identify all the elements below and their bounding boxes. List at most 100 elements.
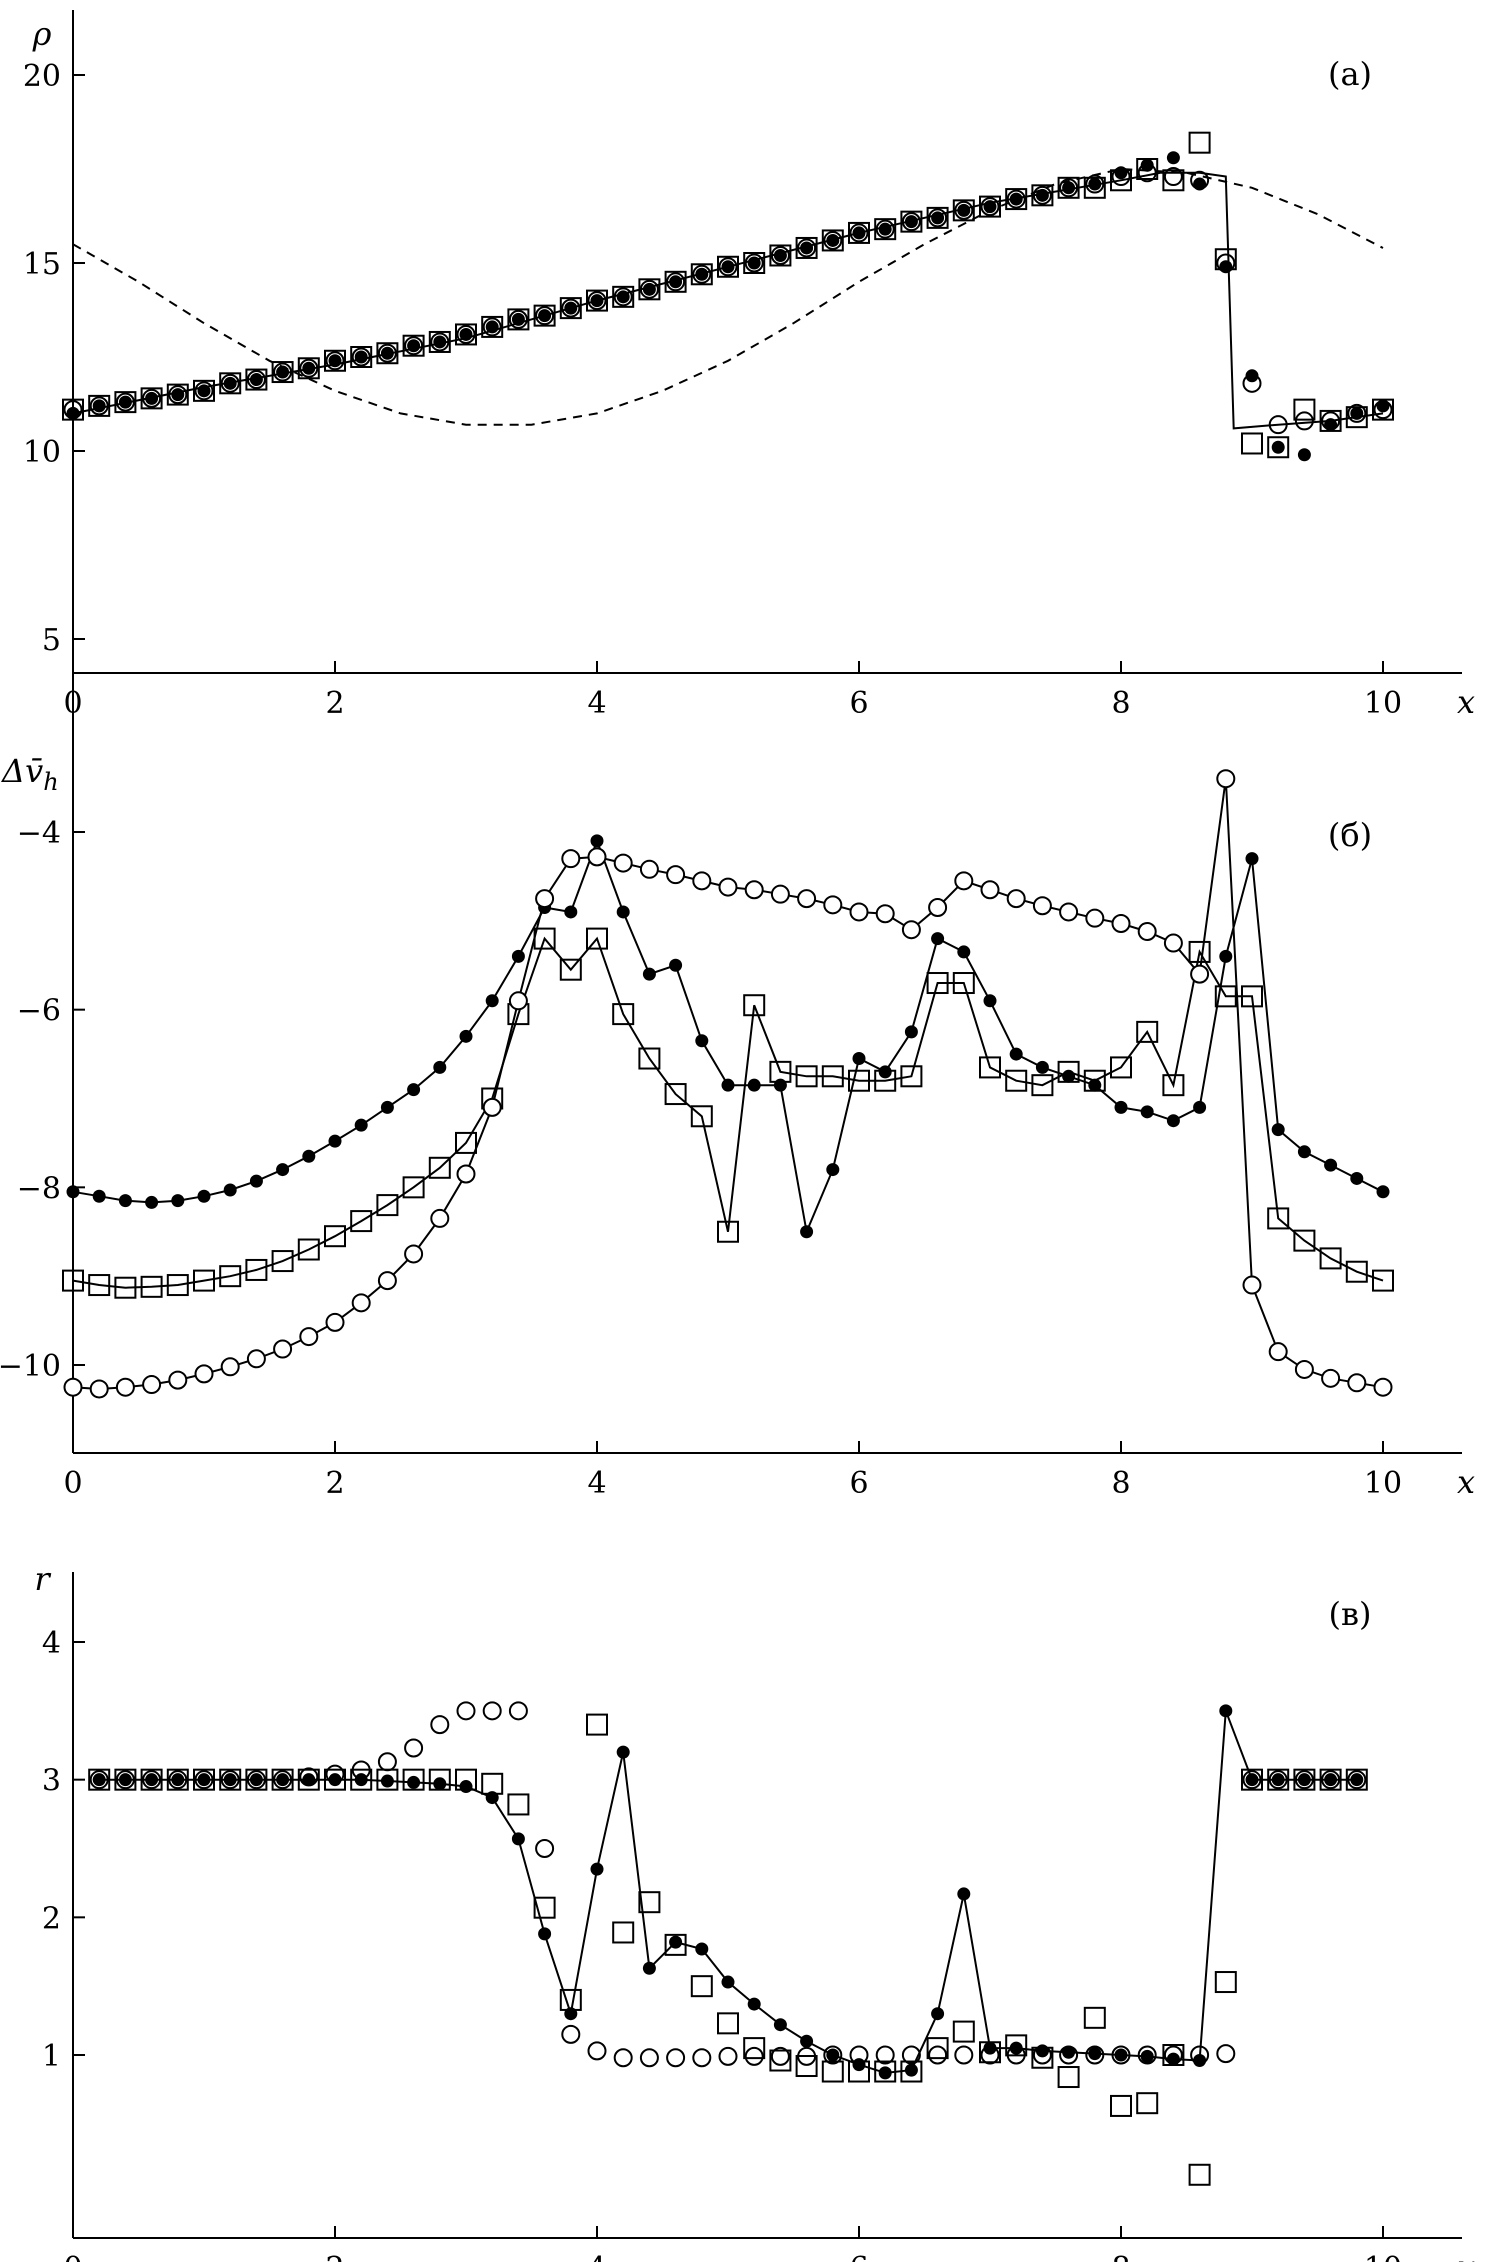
data-point: [535, 889, 555, 909]
data-point: [142, 388, 162, 408]
data-point: [586, 289, 608, 312]
data-point: [800, 2034, 814, 2048]
data-point: [826, 233, 840, 247]
data-point: [1188, 131, 1211, 154]
data-point: [717, 1220, 739, 1243]
data-point: [297, 1238, 320, 1261]
data-point: [980, 2045, 1000, 2065]
data-point: [63, 1377, 83, 1397]
data-point: [669, 958, 683, 972]
data-point: [1006, 189, 1026, 209]
data-point: [797, 2046, 817, 2066]
series-open-square: [62, 131, 1394, 459]
data-point: [1245, 852, 1259, 866]
data-point: [273, 1770, 293, 1790]
data-point: [325, 1312, 345, 1332]
data-point: [145, 1195, 159, 1209]
data-point: [276, 365, 290, 379]
y-tick-label: 1: [42, 2039, 61, 2074]
data-point: [1009, 192, 1023, 206]
x-tick-label: 6: [849, 1466, 868, 1501]
panel-label: (в): [1329, 1595, 1372, 1633]
data-point: [511, 949, 525, 963]
data-point: [89, 1379, 109, 1399]
data-point: [564, 301, 578, 315]
data-point: [823, 2045, 843, 2065]
data-point: [402, 334, 425, 357]
data-point: [1111, 913, 1131, 933]
data-point: [559, 1988, 582, 2011]
data-point: [302, 361, 316, 375]
series-line: [72, 171, 1384, 430]
data-point: [1219, 1704, 1233, 1718]
data-point: [797, 889, 817, 909]
data-point: [983, 994, 997, 1008]
data-point: [223, 1183, 237, 1197]
series-filled-dot-line: [66, 834, 1390, 1239]
data-point: [1350, 406, 1364, 420]
data-point: [957, 945, 971, 959]
data-point: [849, 902, 869, 922]
data-point: [1193, 177, 1207, 191]
data-point: [773, 248, 787, 262]
data-point: [931, 2007, 945, 2021]
data-point: [1267, 436, 1290, 459]
data-point: [328, 1773, 342, 1787]
x-tick-label: 8: [1111, 686, 1130, 721]
data-point: [979, 1056, 1001, 1079]
data-point: [642, 1961, 656, 1975]
data-point: [613, 853, 633, 873]
data-point: [1294, 1770, 1314, 1790]
x-tick-label: 2: [325, 686, 344, 721]
data-point: [1032, 185, 1052, 205]
data-point: [1294, 411, 1314, 431]
data-point: [1267, 1768, 1290, 1791]
data-point: [1137, 2045, 1157, 2065]
data-point: [145, 1773, 159, 1787]
data-point: [721, 260, 735, 274]
y-tick-label: 4: [42, 1626, 61, 1661]
data-point: [1373, 1377, 1393, 1397]
data-point: [219, 372, 242, 395]
data-point: [62, 1269, 84, 1292]
data-point: [979, 2041, 1001, 2064]
data-point: [328, 1134, 342, 1148]
y-tick-label: −10: [0, 1349, 61, 1384]
data-point: [324, 1225, 346, 1248]
data-point: [297, 357, 320, 380]
data-point: [246, 1770, 266, 1790]
data-point: [433, 1060, 447, 1074]
data-point: [926, 2037, 949, 2060]
data-point: [878, 1065, 892, 1079]
data-point: [1163, 933, 1183, 953]
data-point: [900, 2060, 923, 2083]
data-point: [1031, 2046, 1054, 2069]
data-point: [166, 383, 189, 406]
data-point: [380, 1100, 394, 1114]
data-point: [1031, 1074, 1054, 1097]
y-tick-label: −6: [17, 994, 61, 1029]
data-point: [402, 1176, 425, 1199]
data-point: [769, 244, 792, 267]
data-point: [1114, 1100, 1128, 1114]
data-point: [1293, 1768, 1316, 1791]
data-point: [1136, 2092, 1159, 2115]
data-point: [404, 336, 424, 356]
data-point: [271, 1250, 294, 1273]
data-point: [1345, 1768, 1368, 1791]
data-point: [1085, 174, 1105, 194]
data-point: [428, 330, 451, 353]
data-point: [351, 1293, 371, 1313]
data-point: [1059, 178, 1079, 198]
data-point: [821, 229, 844, 252]
data-point: [511, 1832, 525, 1846]
data-point: [245, 1258, 268, 1281]
data-point: [92, 399, 106, 413]
data-point: [743, 994, 766, 1017]
data-point: [456, 1164, 476, 1184]
data-point: [430, 332, 450, 352]
data-point: [377, 1752, 397, 1772]
data-point: [88, 1274, 111, 1297]
data-point: [690, 1975, 713, 1998]
data-point: [800, 1225, 814, 1239]
